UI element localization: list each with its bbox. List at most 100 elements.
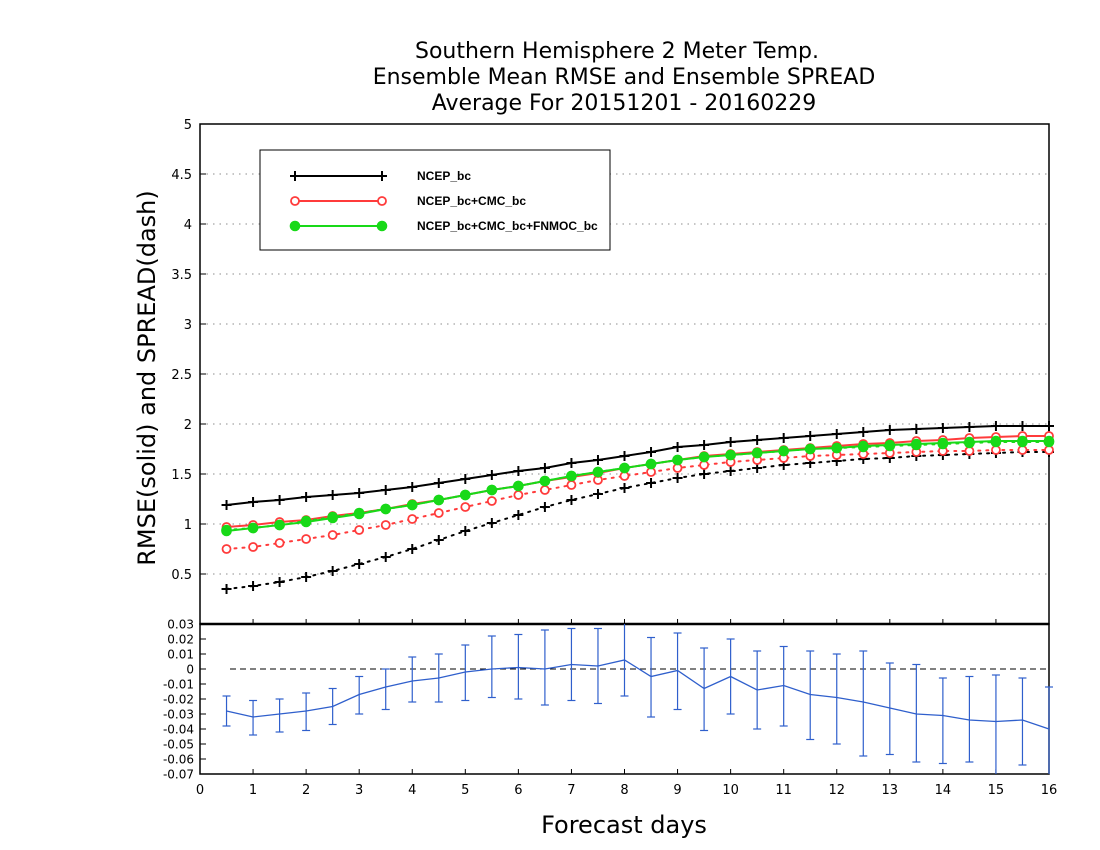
spread-line	[225, 451, 1050, 590]
y-tick-label: 3	[184, 318, 192, 333]
x-tick-label: 14	[935, 783, 952, 798]
data-point	[486, 496, 497, 506]
y-tick-label: 2	[184, 418, 192, 433]
x-tick-label: 3	[355, 783, 363, 798]
x-axis: 0 1 2 3 4 5 6 7 8 9 10 11 12 13 14 15 16	[196, 619, 1057, 798]
data-point	[301, 534, 312, 544]
y-tick-label: 4.5	[171, 168, 192, 183]
legend-label: NCEP_bc+CMC_bc+FNMOC_bc	[417, 219, 598, 233]
y-tick-label: 3.5	[171, 268, 192, 283]
legend: NCEP_bc NCEP_bc+CMC_bc NCEP_bc+CMC_bc+FNMO…	[259, 149, 611, 251]
x-tick-label: 10	[722, 783, 739, 798]
x-tick-label: 0	[196, 783, 204, 798]
difference-line	[226, 659, 1050, 730]
data-point	[566, 480, 577, 490]
data-point	[540, 485, 550, 495]
data-point	[460, 489, 471, 501]
y-tick-label: 2.5	[171, 368, 192, 383]
x-tick-label: 8	[620, 783, 628, 798]
bottom-series	[222, 624, 1053, 774]
data-point	[377, 196, 387, 206]
data-point	[592, 466, 604, 478]
y-tick-label: -0.06	[163, 753, 194, 767]
data-point	[751, 447, 763, 459]
x-tick-label: 7	[567, 783, 575, 798]
x-tick-label: 13	[882, 783, 899, 798]
rmse-line	[226, 435, 1049, 528]
y-tick-label: -0.07	[163, 768, 194, 782]
y-tick-label: 0.02	[167, 633, 194, 647]
data-point	[290, 196, 300, 206]
data-point	[539, 475, 551, 487]
data-point	[248, 542, 258, 552]
x-tick-label: 5	[461, 783, 469, 798]
x-tick-label: 15	[988, 783, 1005, 798]
data-point	[460, 502, 471, 512]
x-tick-label: 2	[302, 783, 310, 798]
bottom-y-axis: -0.07-0.06-0.05-0.04-0.03-0.02-0.0100.01…	[163, 618, 206, 782]
data-point	[380, 503, 392, 515]
data-point	[1017, 435, 1028, 447]
series-1	[221, 421, 1054, 594]
y-tick-label: 1	[184, 518, 192, 533]
data-point	[831, 442, 843, 454]
x-tick-label: 16	[1041, 783, 1058, 798]
x-tick-label: 12	[828, 783, 845, 798]
data-point	[380, 520, 391, 530]
x-tick-label: 11	[775, 783, 792, 798]
spread-line	[225, 449, 1050, 550]
data-point	[566, 470, 577, 482]
data-point	[486, 484, 498, 496]
data-point	[778, 445, 789, 457]
data-point	[884, 439, 896, 451]
data-point	[274, 519, 285, 531]
data-point	[221, 544, 232, 554]
y-tick-label: 5	[184, 118, 192, 133]
data-point	[300, 516, 312, 528]
y-tick-label: 0	[186, 663, 194, 677]
data-point	[354, 525, 365, 535]
y-tick-label: 1.5	[171, 468, 192, 483]
y-axis-label: RMSE(solid) and SPREAD(dash)	[133, 190, 161, 566]
y-tick-label: -0.04	[163, 723, 194, 737]
chart-title: Southern Hemisphere 2 Meter Temp. Ensemb…	[373, 39, 876, 116]
data-point	[513, 490, 524, 500]
data-point	[247, 522, 259, 534]
data-point	[804, 443, 816, 455]
data-point	[513, 480, 524, 492]
series-2	[221, 431, 1054, 554]
data-point	[672, 454, 683, 466]
data-point	[327, 512, 338, 524]
data-point	[289, 220, 301, 232]
data-point	[433, 494, 445, 506]
data-point	[964, 436, 975, 448]
x-tick-label: 6	[514, 783, 522, 798]
data-point	[433, 508, 444, 518]
y-tick-label: 0.5	[171, 568, 192, 583]
title-line-3: Average For 20151201 - 20160229	[432, 91, 817, 116]
top-series	[221, 421, 1055, 594]
title-line-1: Southern Hemisphere 2 Meter Temp.	[415, 39, 819, 64]
y-tick-label: 0.01	[167, 648, 194, 662]
data-point	[990, 435, 1002, 447]
data-point	[353, 508, 365, 520]
data-point	[645, 458, 657, 470]
x-tick-label: 9	[673, 783, 681, 798]
data-point	[698, 451, 710, 463]
series-3	[221, 435, 1055, 537]
y-tick-label: 4	[184, 218, 192, 233]
data-point	[376, 220, 388, 232]
data-point	[221, 525, 232, 537]
data-point	[725, 449, 736, 461]
data-point	[857, 440, 869, 452]
y-tick-label: -0.01	[163, 678, 194, 692]
data-point	[937, 437, 949, 449]
data-point	[619, 462, 630, 474]
data-point	[911, 438, 922, 450]
x-tick-label: 1	[249, 783, 257, 798]
data-point	[1043, 435, 1055, 447]
data-point	[407, 514, 418, 524]
data-point	[274, 538, 285, 548]
y-tick-label: -0.02	[163, 693, 194, 707]
